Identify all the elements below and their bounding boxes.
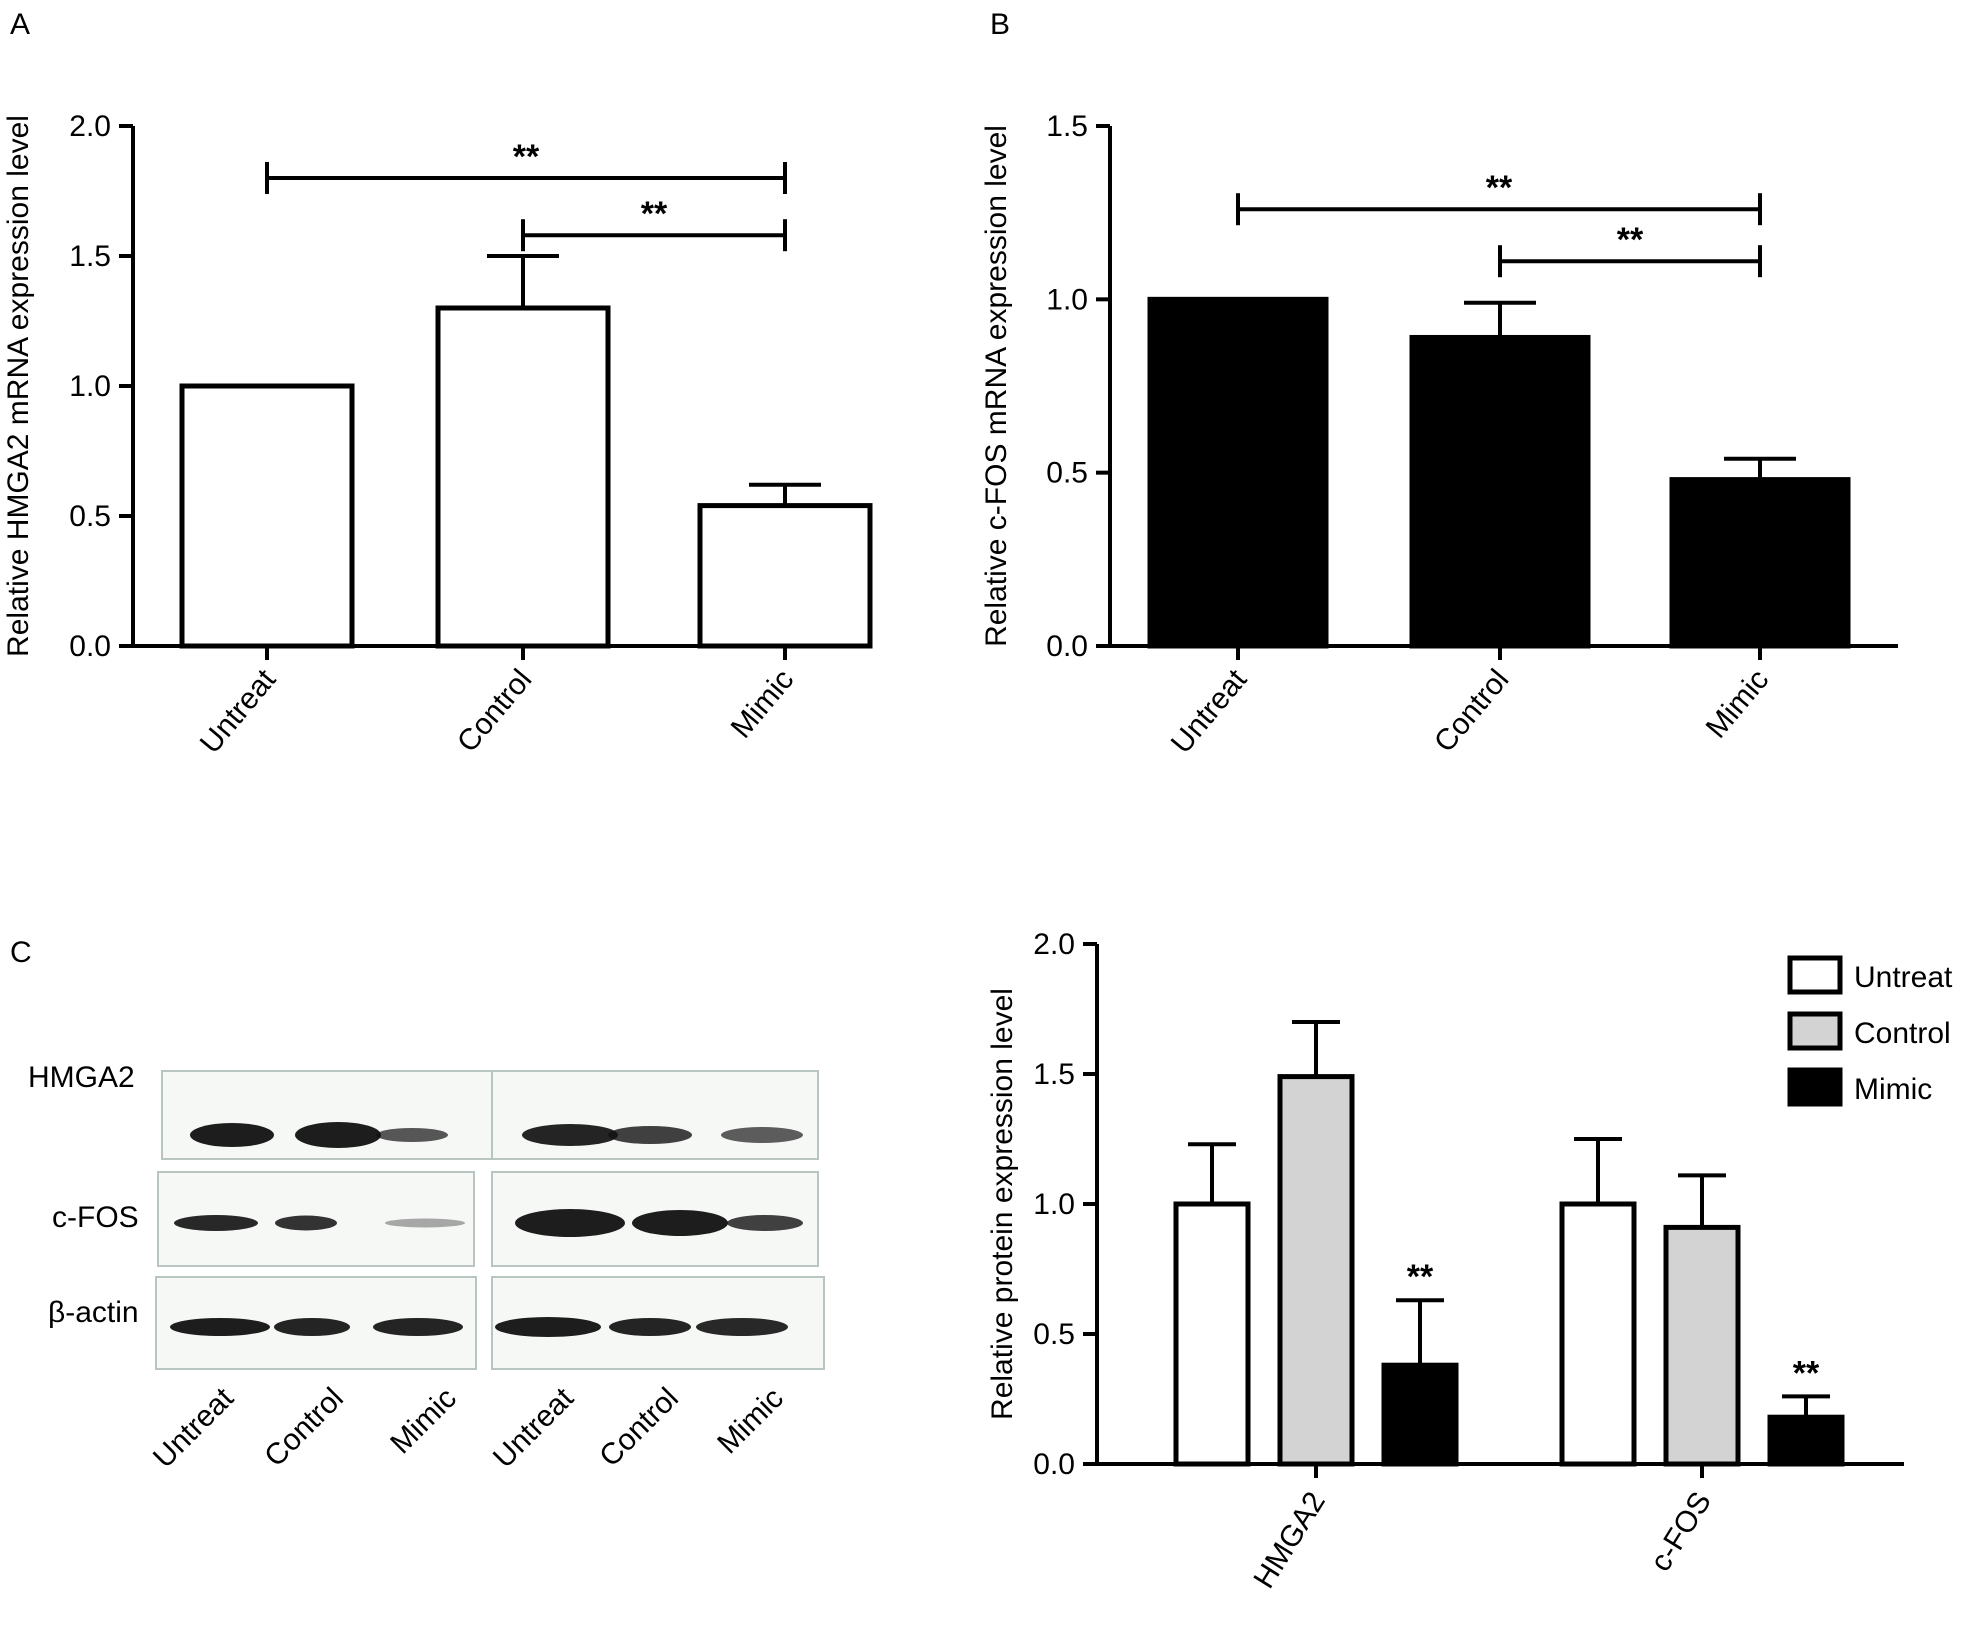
blot-band-c-fos-lane-3 (385, 1218, 465, 1228)
y-tick-label: 1.5 (1033, 1058, 1075, 1091)
panel-letter-b: B (990, 8, 1010, 41)
significance-marker: ** (1407, 1258, 1434, 1296)
y-tick-label: 0.0 (69, 630, 111, 663)
blot-band-actin-lane-1 (170, 1318, 270, 1336)
significance-marker: ** (1793, 1354, 1820, 1392)
blot-lane-label-control: Control (593, 1382, 685, 1474)
y-axis-title: Relative HMGA2 mRNA expression level (2, 115, 35, 657)
y-axis-title: Relative c-FOS mRNA expression level (980, 125, 1013, 647)
blot-band-actin-lane-4 (495, 1317, 601, 1337)
significance-marker: ** (1486, 169, 1513, 207)
significance-marker: ** (1617, 221, 1644, 259)
bar-untreat (179, 383, 355, 649)
x-tick-label-untreat: Untreat (194, 663, 283, 760)
blot-band-hmga2-lane-2 (295, 1122, 381, 1148)
x-tick-label-control: Control (1428, 663, 1515, 758)
blot-band-c-fos-lane-2 (275, 1215, 337, 1231)
blot-lane-label-untreat: Untreat (487, 1381, 580, 1474)
blot-band-c-fos-lane-1 (174, 1215, 258, 1231)
blot-row-label-c-fos: c-FOS (52, 1201, 139, 1234)
x-tick-label-c-fos: c-FOS (1644, 1486, 1718, 1577)
bar-untreat (1147, 296, 1329, 649)
bar-untreat-hmga2 (1173, 1201, 1251, 1467)
legend-swatch-control (1787, 1011, 1843, 1051)
bar-untreat-c-fos (1559, 1201, 1637, 1467)
y-tick-label: 0.0 (1033, 1448, 1075, 1481)
y-tick-label: 1.5 (1046, 110, 1088, 143)
y-tick-label: 0.5 (1033, 1318, 1075, 1351)
legend-swatch-mimic (1787, 1067, 1843, 1107)
bar-control (1409, 334, 1591, 649)
blot-band-c-fos-lane-5 (632, 1210, 728, 1236)
x-tick-label-untreat: Untreat (1165, 663, 1254, 760)
blot-band-actin-lane-6 (696, 1318, 788, 1336)
bar-mimic (1669, 477, 1851, 649)
bar-control-hmga2 (1277, 1074, 1355, 1467)
bar-mimic (697, 503, 873, 649)
y-tick-label: 0.5 (69, 500, 111, 533)
blot-band-actin-lane-5 (609, 1318, 691, 1336)
legend-label-mimic: Mimic (1854, 1073, 1932, 1106)
legend-label-untreat: Untreat (1854, 961, 1953, 994)
blot-band-c-fos-lane-4 (515, 1209, 625, 1237)
y-tick-label: 0.0 (1046, 630, 1088, 663)
blot-band-hmga2-lane-5 (608, 1126, 692, 1144)
blot-band-hmga2-lane-1 (190, 1123, 274, 1147)
blot-lane-label-mimic: Mimic (711, 1382, 790, 1461)
legend-swatch-untreat (1787, 955, 1843, 995)
y-tick-label: 1.0 (1046, 283, 1088, 316)
x-tick-label-control: Control (451, 663, 538, 758)
bar-control-c-fos (1663, 1224, 1741, 1467)
chart-c-protein-expression: 0.0 0.5 1.0 1.5 2.0 Relative protein expressi… (986, 928, 1953, 1594)
significance-marker: ** (513, 138, 540, 176)
blot-row-label-actin: β-actin (48, 1296, 139, 1329)
blot-band-hmga2-lane-6 (721, 1127, 803, 1143)
blot-lane-label-mimic: Mimic (384, 1382, 463, 1461)
x-tick-label-hmga2: HMGA2 (1247, 1486, 1332, 1594)
blot-band-hmga2-lane-4 (522, 1124, 618, 1146)
y-tick-label: 1.5 (69, 240, 111, 273)
blot-row-label-hmga2: HMGA2 (28, 1061, 135, 1094)
y-tick-label: 2.0 (69, 110, 111, 143)
blot-band-actin-lane-3 (373, 1318, 463, 1336)
blot-band-hmga2-lane-3 (376, 1128, 448, 1142)
x-tick-label-mimic: Mimic (1700, 663, 1776, 744)
chart-b-cfos-mrna: 0.0 0.5 1.0 1.5 Relative c-FOS mRNA expressi… (980, 110, 1898, 760)
y-axis-title: Relative protein expression level (986, 988, 1019, 1420)
blot-lane-label-untreat: Untreat (147, 1381, 240, 1474)
bar-mimic-hmga2 (1381, 1362, 1459, 1467)
blot-lane-label-control: Control (258, 1382, 350, 1474)
panel-letter-a: A (10, 8, 30, 41)
significance-marker: ** (641, 195, 668, 233)
blot-membrane-hmga2-2 (491, 1070, 819, 1160)
legend: Untreat Control Mimic (1787, 955, 1953, 1107)
blot-band-actin-lane-2 (274, 1318, 350, 1336)
y-tick-label: 2.0 (1033, 928, 1075, 961)
y-tick-label: 1.0 (69, 370, 111, 403)
legend-label-control: Control (1854, 1017, 1951, 1050)
bar-mimic-c-fos (1767, 1414, 1845, 1467)
panel-letter-c: C (10, 936, 32, 969)
bar-control (435, 305, 611, 649)
y-tick-label: 0.5 (1046, 457, 1088, 490)
y-tick-label: 1.0 (1033, 1188, 1075, 1221)
x-tick-label-mimic: Mimic (725, 663, 801, 744)
chart-a-hmga2-mrna: 0.0 0.5 1.0 1.5 2.0 Relative HMGA2 mRNA expre… (2, 110, 873, 760)
blot-band-c-fos-lane-6 (727, 1215, 803, 1231)
